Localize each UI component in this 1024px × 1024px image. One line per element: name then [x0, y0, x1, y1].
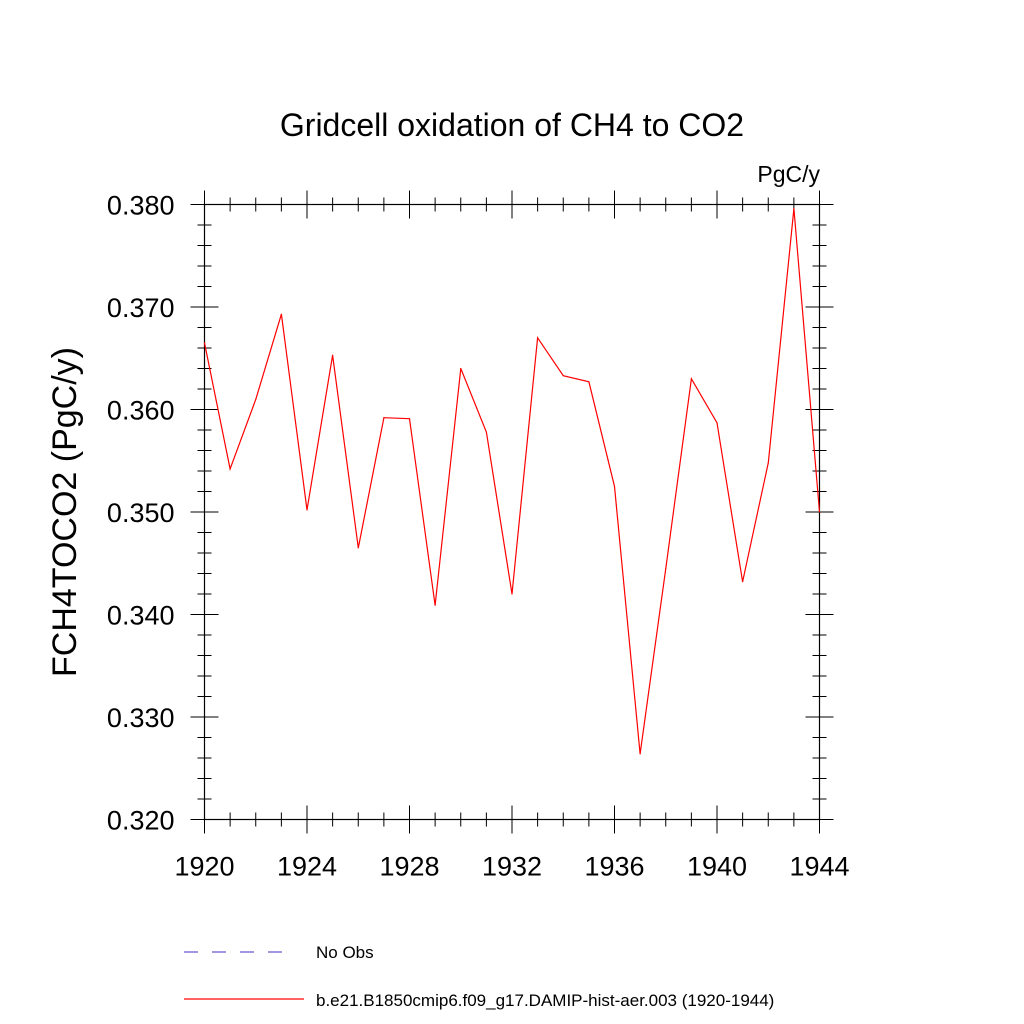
y-tick-label: 0.330	[107, 703, 175, 733]
data-point	[306, 509, 308, 511]
chart-title: Gridcell oxidation of CH4 to CO2	[280, 107, 744, 143]
data-point	[639, 753, 641, 755]
data-point	[280, 313, 282, 315]
data-point	[742, 581, 744, 583]
data-point	[767, 462, 769, 464]
y-tick-label: 0.370	[107, 293, 175, 323]
data-point	[255, 398, 257, 400]
data-point	[562, 375, 564, 377]
x-tick-label: 1932	[482, 852, 542, 882]
y-tick-label: 0.380	[107, 191, 175, 221]
y-tick-label: 0.320	[107, 806, 175, 836]
data-point	[332, 354, 334, 356]
units-label: PgC/y	[757, 161, 820, 187]
x-tick-label: 1940	[687, 852, 747, 882]
data-point	[460, 367, 462, 370]
data-point	[229, 468, 231, 470]
data-point	[357, 547, 359, 549]
y-tick-label: 0.350	[107, 498, 175, 528]
x-tick-label: 1920	[174, 852, 234, 882]
data-point	[485, 431, 487, 433]
data-point	[408, 418, 411, 420]
data-point	[434, 604, 436, 606]
y-axis-label: FCH4TOCO2 (PgC/y)	[46, 347, 84, 677]
legend: No Obs b.e21.B1850cmip6.f09_g17.DAMIP-hi…	[184, 943, 774, 1010]
data-point	[537, 337, 539, 339]
data-point	[588, 381, 590, 383]
data-point	[665, 567, 667, 569]
legend-label-model: b.e21.B1850cmip6.f09_g17.DAMIP-hist-aer.…	[316, 991, 774, 1010]
data-point	[511, 593, 513, 595]
x-tick-label: 1936	[584, 852, 644, 882]
series-layer	[203, 208, 821, 755]
data-point	[818, 511, 821, 513]
data-point	[383, 417, 385, 419]
series-line	[203, 208, 821, 754]
y-tick-label: 0.340	[107, 601, 175, 631]
x-tick-label: 1924	[277, 852, 337, 882]
data-point	[203, 342, 206, 344]
y-tick-label: 0.360	[107, 396, 175, 426]
data-point	[690, 378, 692, 380]
legend-label-no-obs: No Obs	[316, 943, 374, 962]
data-point	[793, 208, 795, 210]
data-point	[716, 422, 718, 424]
x-tick-label: 1944	[789, 852, 849, 882]
y-axis: 0.320 0.330 0.340 0.350 0.360 0.370 0.380	[107, 191, 834, 836]
x-tick-label: 1928	[379, 852, 439, 882]
data-point	[613, 485, 616, 487]
plot-frame	[203, 203, 821, 821]
x-axis: 1920 1924 1928 1932 1936 1940 1944	[174, 190, 850, 882]
